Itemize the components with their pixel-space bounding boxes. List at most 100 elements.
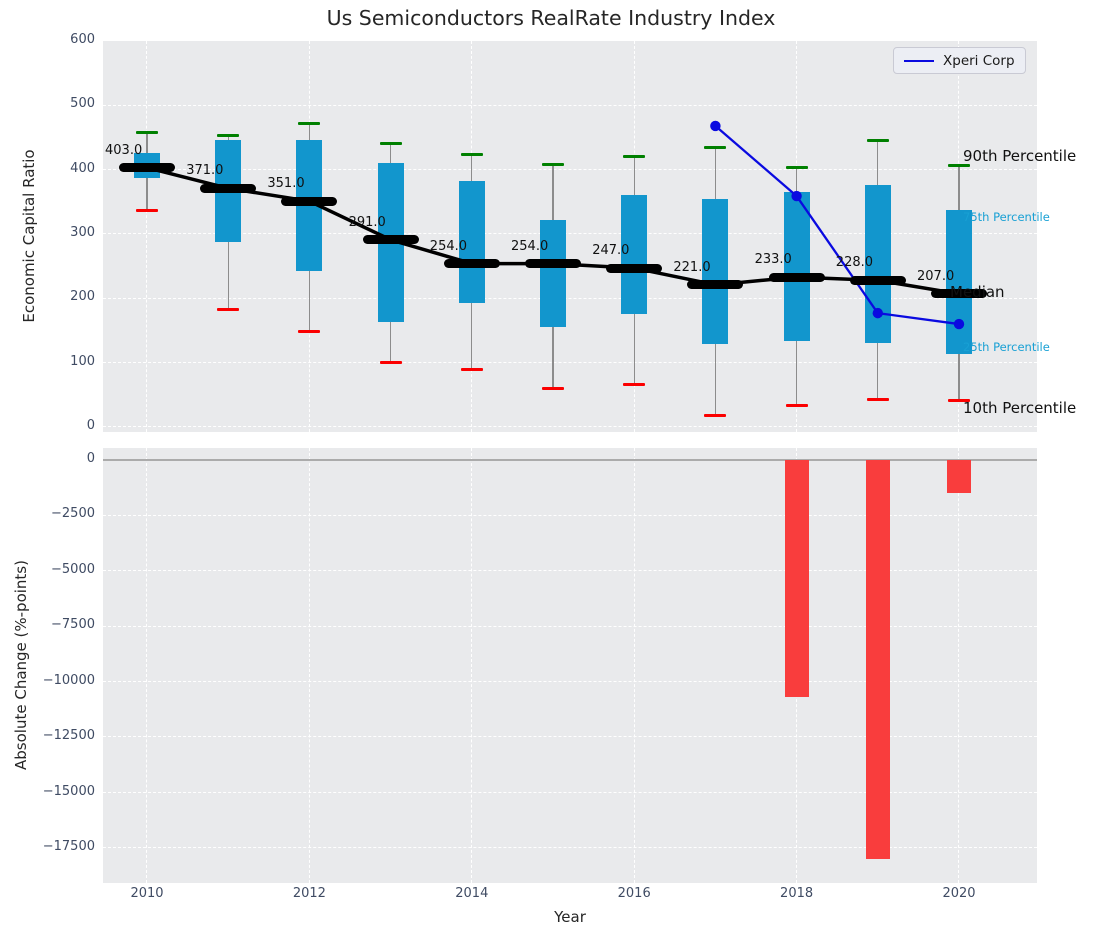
ytick-top-600: 600 <box>70 32 95 47</box>
xtick-2020: 2020 <box>942 886 976 901</box>
gridline-h <box>103 625 1037 627</box>
series-point-2019 <box>872 307 883 319</box>
median-value-label-2020: 207.0 <box>917 268 955 284</box>
median-marker-2016 <box>606 263 663 273</box>
box-2015 <box>540 220 566 328</box>
p90-cap-2011 <box>217 134 240 138</box>
p10-cap-2013 <box>379 360 402 364</box>
ytick-top-100: 100 <box>70 353 95 369</box>
ytick-top-200: 200 <box>70 289 95 305</box>
bar-2019 <box>865 460 890 859</box>
xtick-2018: 2018 <box>780 886 814 901</box>
median-value-label-2018: 233.0 <box>754 252 792 268</box>
median-value-label-2012: 351.0 <box>267 176 305 192</box>
ytick-top-300: 300 <box>70 225 95 240</box>
box-2018 <box>783 192 810 341</box>
ytick-bottom--2500: −2500 <box>51 506 95 522</box>
gridline-h <box>103 104 1037 106</box>
p10-cap-2017 <box>704 413 727 417</box>
gridline-v <box>146 448 148 883</box>
median-value-label-2014: 254.0 <box>429 238 468 254</box>
ytick-bottom--5000: −5000 <box>51 561 95 577</box>
median-marker-2018 <box>768 272 825 282</box>
gridline-h <box>103 791 1037 793</box>
ytick-bottom--12500: −12500 <box>42 728 95 744</box>
ytick-bottom--10000: −10000 <box>42 672 95 688</box>
gridline-v <box>146 41 148 432</box>
median-value-label-2010: 403.0 <box>105 142 143 158</box>
median-marker-2014 <box>443 259 500 269</box>
legend: Xperi Corp <box>893 47 1026 74</box>
p90-cap-2016 <box>623 155 646 159</box>
p90-cap-2013 <box>379 141 402 145</box>
legend-label: Xperi Corp <box>943 52 1015 69</box>
xtick-2012: 2012 <box>292 886 326 901</box>
chart-title: Us Semiconductors RealRate Industry Inde… <box>326 6 776 30</box>
p10-cap-2015 <box>542 386 564 390</box>
p90-cap-2020 <box>948 164 970 168</box>
median-marker-2011 <box>200 183 257 193</box>
xtick-2014: 2014 <box>455 886 489 901</box>
p10-cap-2019 <box>866 397 889 401</box>
ytick-top-400: 400 <box>70 160 95 176</box>
ytick-top-500: 500 <box>70 96 95 112</box>
p90-cap-2012 <box>298 122 321 126</box>
gridline-h <box>103 680 1037 682</box>
median-marker-2017 <box>687 280 744 290</box>
gridline-v <box>308 448 310 883</box>
box-2020 <box>946 210 972 355</box>
zero-baseline <box>103 459 1037 461</box>
median-value-label-2011: 371.0 <box>186 163 224 179</box>
p90-cap-2010 <box>136 130 158 134</box>
xtick-2016: 2016 <box>617 886 651 901</box>
gridline-v <box>958 448 960 883</box>
median-value-label-2017: 221.0 <box>673 259 711 275</box>
annotation-90th-percentile: 90th Percentile <box>963 146 1077 165</box>
p90-cap-2017 <box>704 146 727 150</box>
x-axis-label: Year <box>554 908 586 926</box>
series-line-xperi <box>714 125 960 326</box>
series-point-2018 <box>791 190 802 202</box>
bar-2020 <box>947 460 971 494</box>
median-marker-2012 <box>281 196 338 206</box>
median-value-label-2015: 254.0 <box>511 238 549 254</box>
p10-cap-2012 <box>298 330 321 334</box>
p10-cap-2010 <box>136 208 158 212</box>
gridline-v <box>471 448 473 883</box>
median-marker-2013 <box>362 235 419 245</box>
annotation-75th-percentile: 75th Percentile <box>963 210 1050 225</box>
ytick-top-0: 0 <box>86 418 95 433</box>
p90-cap-2019 <box>866 139 889 143</box>
gridline-h <box>103 514 1037 516</box>
median-marker-2019 <box>849 275 906 285</box>
median-value-label-2013: 291.0 <box>348 214 386 230</box>
ytick-bottom--15000: −15000 <box>42 783 95 799</box>
median-marker-2015 <box>525 259 581 269</box>
lines-overlay <box>146 120 965 330</box>
series-point-2020 <box>953 318 965 330</box>
annotation-median: Median <box>950 283 1005 302</box>
p90-cap-2015 <box>542 163 564 167</box>
gridline-h <box>103 297 1037 299</box>
xtick-2010: 2010 <box>130 886 164 901</box>
gridline-v <box>633 448 635 883</box>
ytick-bottom-0: 0 <box>86 451 95 466</box>
p90-cap-2018 <box>785 165 808 169</box>
gridline-h <box>103 361 1037 363</box>
y-axis-label-bottom: Absolute Change (%-points) <box>12 560 30 770</box>
gridline-h <box>103 233 1037 235</box>
gridline-h <box>103 426 1037 428</box>
median-marker-2010 <box>119 163 175 173</box>
median-value-label-2016: 247.0 <box>592 243 630 259</box>
box-2014 <box>458 180 485 303</box>
annotation-25th-percentile: 25th Percentile <box>963 340 1050 355</box>
ytick-bottom--17500: −17500 <box>42 838 95 854</box>
series-point-2017 <box>710 120 721 132</box>
p10-cap-2020 <box>948 399 970 403</box>
gridline-h <box>103 40 1037 42</box>
p10-cap-2011 <box>217 307 240 311</box>
gridline-h <box>103 168 1037 170</box>
p10-cap-2018 <box>785 403 808 407</box>
gridline-h <box>103 570 1037 572</box>
gridline-h <box>103 847 1037 849</box>
